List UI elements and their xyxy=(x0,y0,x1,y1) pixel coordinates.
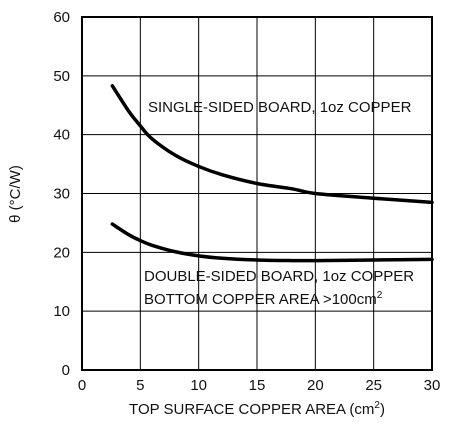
x-tick-label: 15 xyxy=(249,377,266,394)
y-tick-label: 50 xyxy=(53,68,70,85)
x-axis-label: TOP SURFACE COPPER AREA (cm2) xyxy=(129,400,385,418)
x-axis-label-text: TOP SURFACE COPPER AREA (cm xyxy=(129,401,374,418)
tick-labels: 0 5 10 15 20 25 30 0 10 20 30 40 50 60 xyxy=(53,9,440,394)
annotation-double-sided-line2: BOTTOM COPPER AREA >100cm2 xyxy=(144,290,383,308)
y-tick-label: 20 xyxy=(53,244,70,261)
plot-frame xyxy=(81,16,433,371)
y-tick-label: 30 xyxy=(53,186,70,203)
x-axis-label-tail: ) xyxy=(380,401,385,418)
series-line-double-sided xyxy=(110,222,434,263)
x-tick-label: 20 xyxy=(307,377,324,394)
series-line-single-sided xyxy=(110,84,434,205)
series-layer xyxy=(110,84,434,263)
y-tick-label: 40 xyxy=(53,127,70,144)
x-axis-label-sup: 2 xyxy=(374,400,380,411)
annotation-double-sided-line1: DOUBLE-SIDED BOARD, 1oz COPPER xyxy=(144,268,414,285)
y-tick-label: 10 xyxy=(53,303,70,320)
annotation-single-sided: SINGLE-SIDED BOARD, 1oz COPPER xyxy=(148,99,412,116)
annotation-double-sided-line2-sup: 2 xyxy=(377,290,383,301)
y-tick-label: 60 xyxy=(53,9,70,26)
x-tick-label: 10 xyxy=(190,377,207,394)
grid xyxy=(82,17,432,370)
y-axis-label: θ (°C/W) xyxy=(7,165,24,223)
x-tick-label: 5 xyxy=(136,377,144,394)
x-tick-label: 25 xyxy=(365,377,382,394)
annotation-double-sided-line2-text: BOTTOM COPPER AREA >100cm xyxy=(144,291,377,308)
y-tick-label: 0 xyxy=(62,362,70,379)
x-tick-label: 30 xyxy=(424,377,441,394)
x-tick-label: 0 xyxy=(78,377,86,394)
